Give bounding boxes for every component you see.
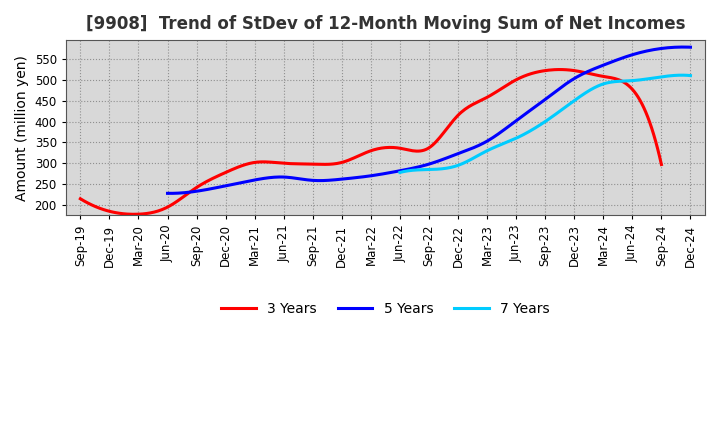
7 Years [659,74,667,79]
Line: 7 Years: 7 Years [400,75,690,172]
5 Years [686,44,695,50]
Y-axis label: Amount (million yen): Amount (million yen) [15,55,29,201]
5 Years [163,191,172,196]
5 Years [679,44,688,50]
3 Years [433,137,442,142]
3 Years [78,197,86,202]
3 Years [606,75,615,81]
3 Years [76,196,85,202]
5 Years [167,191,176,196]
3 Years [570,68,578,73]
7 Years [567,100,576,105]
Title: [9908]  Trend of StDev of 12-Month Moving Sum of Net Incomes: [9908] Trend of StDev of 12-Month Moving… [86,15,685,33]
3 Years [130,212,139,217]
7 Years [397,169,405,175]
Legend: 3 Years, 5 Years, 7 Years: 3 Years, 5 Years, 7 Years [216,296,555,321]
5 Years [485,137,494,143]
7 Years [686,73,695,78]
5 Years [606,60,614,65]
7 Years [395,170,404,175]
3 Years [424,146,433,151]
Line: 5 Years: 5 Years [168,47,690,193]
Line: 3 Years: 3 Years [81,70,662,214]
7 Years [641,77,649,82]
3 Years [657,162,666,167]
3 Years [556,67,564,72]
3 Years [422,147,431,152]
5 Years [474,143,483,148]
5 Years [165,191,174,196]
7 Years [678,73,686,78]
7 Years [573,95,582,101]
5 Years [476,142,485,147]
5 Years [639,49,647,55]
7 Years [569,99,577,104]
